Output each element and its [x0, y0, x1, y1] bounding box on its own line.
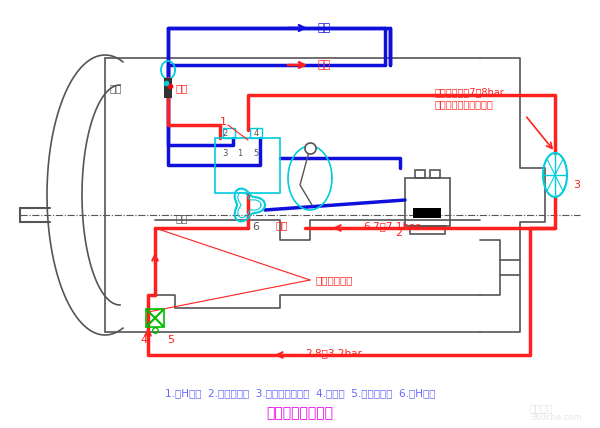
Bar — [164, 78, 172, 98]
Bar — [215, 138, 280, 193]
Bar — [430, 170, 440, 178]
Text: 黑色: 黑色 — [110, 83, 122, 93]
Bar — [223, 128, 235, 138]
Text: （来自汽车的储气罐）: （来自汽车的储气罐） — [435, 99, 494, 109]
Bar — [415, 170, 425, 178]
Text: 5: 5 — [167, 335, 174, 345]
Text: 2: 2 — [223, 128, 227, 137]
Text: 6: 6 — [252, 222, 259, 232]
Text: 由主机厂自备: 由主机厂自备 — [315, 275, 353, 285]
Text: 红色: 红色 — [275, 220, 287, 230]
Text: 高档: 高档 — [318, 23, 331, 33]
Bar — [413, 208, 441, 218]
Bar — [410, 226, 445, 234]
Bar — [146, 309, 164, 327]
Text: 5: 5 — [253, 149, 259, 158]
Text: 3: 3 — [573, 180, 580, 190]
Text: 变速器气路示意图: 变速器气路示意图 — [266, 406, 334, 420]
Bar — [405, 178, 450, 226]
Text: 3: 3 — [223, 149, 227, 158]
Text: 1: 1 — [220, 117, 227, 127]
Text: 4: 4 — [253, 128, 259, 137]
Text: 1.双H气阀  2.范围档气缸  3.空气滤清调节器  4.空气阀  5.离合器踏板  6.单H气阀: 1.双H气阀 2.范围档气缸 3.空气滤清调节器 4.空气阀 5.离合器踏板 6… — [165, 388, 435, 398]
Text: 360che.com: 360che.com — [530, 413, 582, 422]
Text: 2.8～3.2bar: 2.8～3.2bar — [305, 348, 362, 358]
Text: 4: 4 — [140, 335, 147, 345]
Text: 黑色: 黑色 — [175, 213, 187, 223]
Text: 1: 1 — [238, 149, 242, 158]
Text: 6.7～7.1bar: 6.7～7.1bar — [363, 221, 420, 231]
Text: 压缩空气入口7～8bar: 压缩空气入口7～8bar — [435, 87, 505, 97]
Text: 卡车之家: 卡车之家 — [530, 403, 554, 413]
Text: 2: 2 — [395, 228, 402, 238]
Bar — [250, 128, 262, 138]
Text: 低档: 低档 — [318, 60, 331, 70]
Text: 红色: 红色 — [175, 83, 187, 93]
